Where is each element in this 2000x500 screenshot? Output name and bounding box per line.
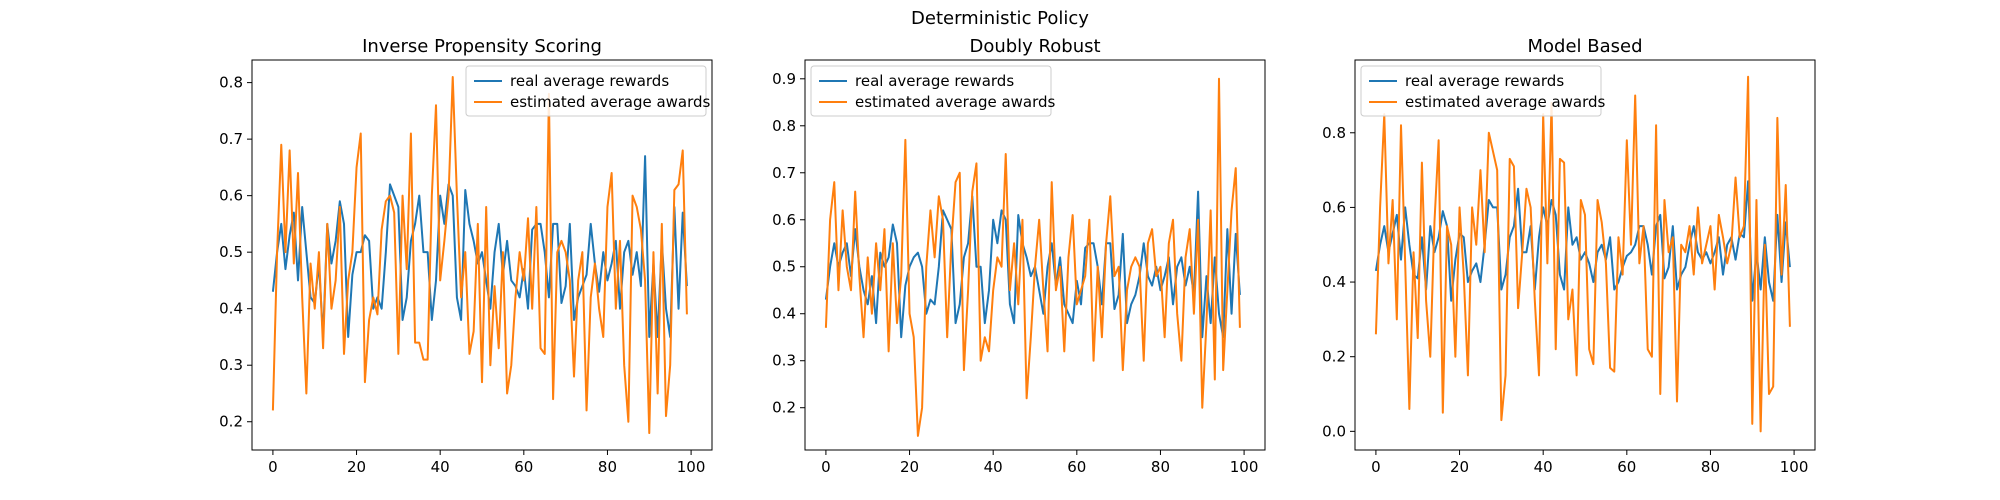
legend-box xyxy=(1360,65,1602,117)
legend-label: estimated average awards xyxy=(855,93,1056,111)
y-tick-label: 0.3 xyxy=(219,356,243,374)
y-tick-label: 0.8 xyxy=(772,117,796,135)
x-tick-label: 0 xyxy=(1371,458,1381,476)
axes-frame xyxy=(804,59,1266,451)
x-tick-label: 40 xyxy=(431,458,450,476)
y-tick-label: 0.5 xyxy=(219,243,243,261)
y-tick-label: 0.7 xyxy=(772,164,796,182)
x-tick-label: 100 xyxy=(677,458,706,476)
y-tick-label: 0.4 xyxy=(1322,273,1346,291)
subplot-2: Doubly Robust 0 20 40 60 80 100 0.2 0.3 0.4 0.5 0.6… xyxy=(772,36,1266,476)
y-tick-label: 0.4 xyxy=(772,305,796,323)
y-tick-label: 0.6 xyxy=(219,187,243,205)
legend-label: real average rewards xyxy=(1405,72,1564,90)
x-tick-label: 20 xyxy=(1450,458,1469,476)
legend: real average rewards estimated average aw… xyxy=(810,65,1056,117)
x-tick-label: 100 xyxy=(1780,458,1809,476)
x-tick-label: 40 xyxy=(984,458,1003,476)
legend-label: estimated average awards xyxy=(1405,93,1606,111)
y-tick-label: 0.6 xyxy=(772,211,796,229)
legend: real average rewards estimated average aw… xyxy=(1360,65,1606,117)
y-tick-label: 0.4 xyxy=(219,300,243,318)
legend-label: real average rewards xyxy=(855,72,1014,90)
y-tick-label: 0.6 xyxy=(1322,198,1346,216)
subplot-title: Model Based xyxy=(1527,36,1642,57)
x-tick-label: 60 xyxy=(1617,458,1636,476)
figure-title: Deterministic Policy xyxy=(911,8,1089,29)
subplot-3: Model Based 0 20 40 60 80 100 0.0 0.2 0.4 0.6 0.8 re… xyxy=(1322,36,1816,476)
y-tick-label: 0.7 xyxy=(219,130,243,148)
y-tick-label: 0.2 xyxy=(219,413,243,431)
legend-label: real average rewards xyxy=(510,72,669,90)
axes-frame xyxy=(251,59,713,451)
series-line-estimated xyxy=(271,75,688,435)
x-tick-label: 20 xyxy=(347,458,366,476)
x-tick-label: 0 xyxy=(821,458,831,476)
legend-label: estimated average awards xyxy=(510,93,711,111)
axes-frame xyxy=(1354,59,1816,451)
series-line-real xyxy=(1374,180,1791,302)
x-tick-label: 100 xyxy=(1230,458,1259,476)
y-tick-label: 0.2 xyxy=(1322,348,1346,366)
legend-box xyxy=(465,65,707,117)
subplot-1: Inverse Propensity Scoring 0 20 40 60 80 100 0.… xyxy=(219,36,713,476)
x-tick-label: 20 xyxy=(900,458,919,476)
x-tick-label: 80 xyxy=(1701,458,1720,476)
series-line-estimated xyxy=(824,77,1241,437)
y-tick-label: 0.9 xyxy=(772,70,796,88)
x-tick-label: 80 xyxy=(1151,458,1170,476)
x-tick-label: 80 xyxy=(598,458,617,476)
subplots: Inverse Propensity Scoring 0 20 40 60 80 100 0.… xyxy=(219,36,1816,476)
y-tick-label: 0.2 xyxy=(772,399,796,417)
series-line-estimated xyxy=(1374,75,1791,433)
x-tick-label: 0 xyxy=(268,458,278,476)
subplot-title: Inverse Propensity Scoring xyxy=(362,36,602,57)
legend: real average rewards estimated average aw… xyxy=(465,65,711,117)
subplot-title: Doubly Robust xyxy=(969,36,1100,57)
y-tick-label: 0.8 xyxy=(1322,124,1346,142)
y-tick-label: 0.5 xyxy=(772,258,796,276)
y-tick-label: 0.0 xyxy=(1322,422,1346,440)
x-tick-label: 60 xyxy=(514,458,533,476)
y-tick-label: 0.8 xyxy=(219,74,243,92)
legend-box xyxy=(810,65,1052,117)
x-tick-label: 40 xyxy=(1534,458,1553,476)
x-tick-label: 60 xyxy=(1067,458,1086,476)
y-tick-label: 0.3 xyxy=(772,352,796,370)
series-line-real xyxy=(824,190,1241,339)
